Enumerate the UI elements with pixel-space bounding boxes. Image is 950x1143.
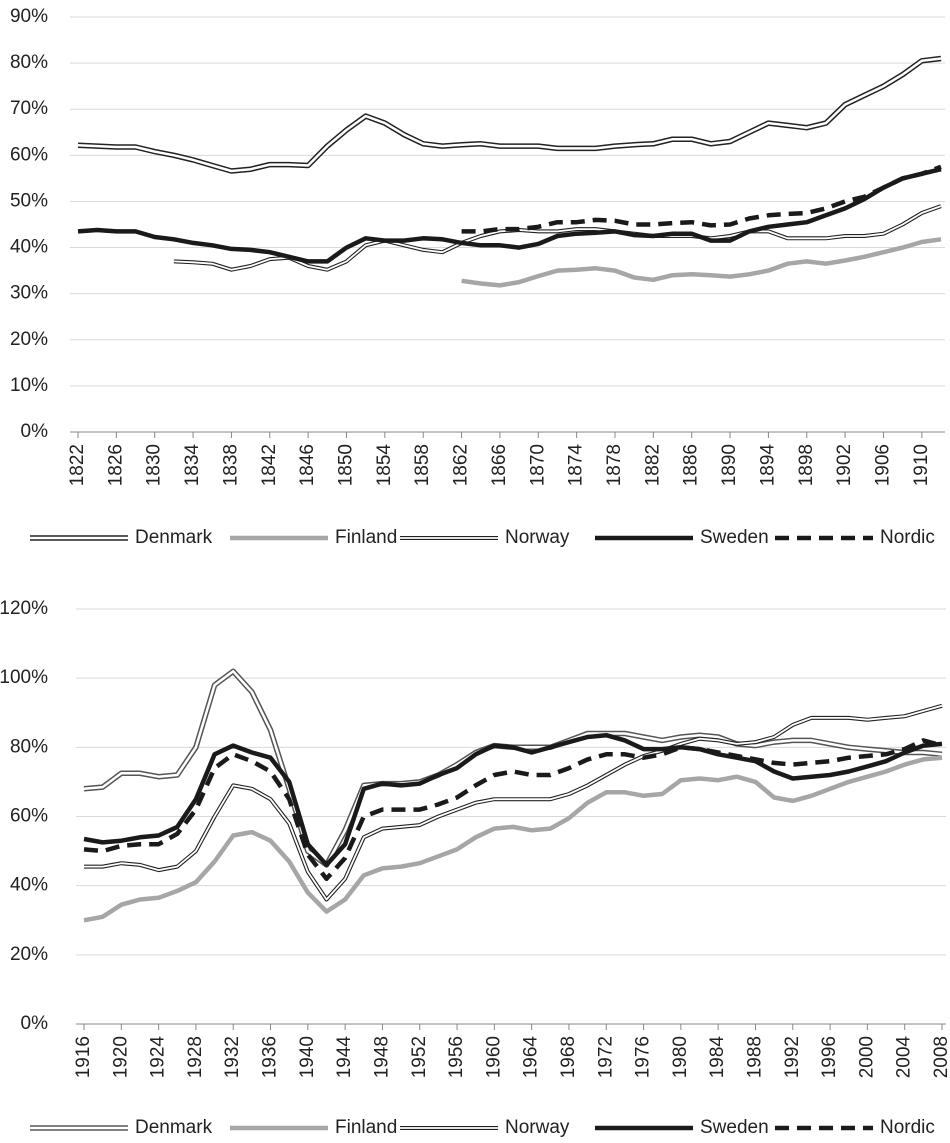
x-tick-label: 1976 [633,1036,654,1078]
y-tick-label: 10% [10,375,48,396]
x-tick-label: 1826 [105,444,126,486]
legend-label: Norway [505,1117,570,1138]
x-tick-label: 1972 [595,1036,616,1078]
x-tick-label: 1834 [182,444,203,487]
legend-label: Sweden [700,527,769,548]
series-line-inner [173,205,942,271]
y-tick-label: 50% [10,190,48,211]
x-tick-label: 1932 [222,1036,243,1078]
x-tick-label: 1866 [489,444,510,486]
x-tick-label: 1910 [911,444,932,486]
legend-label: Finland [335,527,397,548]
x-tick-label: 1916 [73,1036,94,1078]
y-tick-label: 90% [10,6,48,27]
x-tick-label: 1898 [796,444,817,486]
x-tick-label: 1906 [872,444,893,486]
series-line [83,668,943,868]
series-line [461,164,942,234]
series-line [84,703,943,902]
series-line [83,732,943,868]
y-tick-label: 30% [10,283,48,304]
legend-label: Denmark [135,1117,213,1138]
y-tick-label: 60% [10,806,48,827]
x-tick-label: 1940 [297,1036,318,1078]
x-tick-label: 1838 [220,444,241,486]
legend-label: Finland [335,1117,397,1138]
y-tick-label: 40% [10,237,48,258]
x-tick-label: 1996 [819,1036,840,1078]
x-tick-label: 1968 [558,1036,579,1078]
x-tick-label: 1936 [260,1036,281,1078]
x-tick-label: 2008 [931,1036,950,1078]
y-tick-label: 80% [10,736,48,757]
legend-label: Denmark [135,527,213,548]
legend-label: Norway [505,527,570,548]
x-tick-label: 1948 [371,1036,392,1078]
x-tick-label: 1878 [604,444,625,486]
x-tick-label: 1952 [409,1036,430,1078]
x-tick-label: 1894 [757,444,778,487]
x-tick-label: 1874 [566,444,587,487]
y-tick-label: 20% [10,944,48,965]
x-tick-label: 1870 [527,444,548,486]
x-tick-label: 2004 [894,1036,915,1079]
x-tick-label: 1992 [782,1036,803,1078]
x-tick-label: 1862 [451,444,472,486]
legend-label: Nordic [880,1117,935,1138]
series-line [461,237,942,288]
y-tick-label: 60% [10,144,48,165]
series-line-inner [84,704,943,901]
x-tick-label: 1984 [707,1036,728,1079]
legend-label: Sweden [700,1117,769,1138]
x-tick-label: 1988 [744,1036,765,1078]
x-tick-label: 1890 [719,444,740,486]
x-tick-label: 1928 [185,1036,206,1078]
series-line [77,55,942,174]
x-tick-label: 1960 [483,1036,504,1078]
legend-label: Nordic [880,527,935,548]
x-tick-label: 1924 [148,1036,169,1079]
x-tick-label: 1830 [144,444,165,486]
y-tick-label: 20% [10,329,48,350]
series-line [83,738,943,882]
x-tick-label: 1822 [67,444,88,486]
x-tick-label: 1886 [681,444,702,486]
y-tick-label: 0% [21,421,49,442]
y-tick-label: 40% [10,875,48,896]
x-tick-label: 1956 [446,1036,467,1078]
x-tick-label: 1850 [336,444,357,486]
series-line [77,167,942,264]
series-line-inner [77,57,942,173]
x-tick-label: 2000 [856,1036,877,1078]
x-tick-label: 1902 [834,444,855,486]
x-tick-label: 1944 [334,1036,355,1079]
series-line [83,755,943,923]
x-tick-label: 1858 [412,444,433,486]
x-tick-label: 1842 [259,444,280,486]
x-tick-label: 1920 [110,1036,131,1078]
y-tick-label: 120% [0,598,48,619]
x-tick-label: 1854 [374,444,395,487]
y-tick-label: 70% [10,98,48,119]
y-tick-label: 100% [0,667,48,688]
y-tick-label: 0% [21,1013,49,1034]
x-tick-label: 1964 [521,1036,542,1079]
x-tick-label: 1980 [670,1036,691,1078]
x-tick-label: 1882 [642,444,663,486]
x-tick-label: 1846 [297,444,318,486]
y-tick-label: 80% [10,52,48,73]
